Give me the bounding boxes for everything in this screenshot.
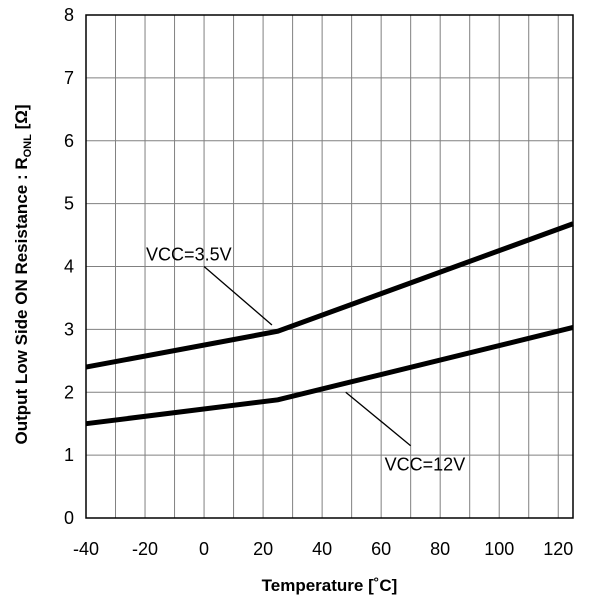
y-tick-label: 4 [64,257,74,277]
x-axis-title: Temperature [˚C] [262,576,398,595]
annotations: VCC=3.5V VCC=12V [146,245,465,475]
y-axis-title: Output Low Side ON Resistance : RONL [Ω] [12,104,34,444]
annotation-label-2: VCC=12V [385,455,466,475]
series-line-2 [85,325,574,427]
y-tick-label: 6 [64,131,74,151]
x-tick-label: 80 [430,539,450,559]
series-lines [85,221,574,427]
x-tick-label: 120 [543,539,573,559]
annotation-leader-1 [203,266,273,326]
x-tick-labels: -40 -20 0 20 40 60 80 100 120 [73,539,573,559]
x-tick-label: -20 [132,539,158,559]
annotation-label-1: VCC=3.5V [146,245,232,265]
x-tick-label: 60 [371,539,391,559]
plot-frame [85,14,574,519]
y-tick-label: 2 [64,382,74,402]
x-tick-label: 20 [253,539,273,559]
y-axis-title-unit: [Ω] [12,104,31,134]
y-tick-label: 8 [64,5,74,25]
x-tick-label: -40 [73,539,99,559]
y-axis-title-subscript: ONL [22,134,34,158]
y-tick-labels: 0 1 2 3 4 5 6 7 8 [64,5,74,528]
y-tick-label: 5 [64,194,74,214]
grid [86,15,573,518]
y-tick-label: 3 [64,319,74,339]
series-line-1 [85,221,574,370]
x-tick-label: 100 [484,539,514,559]
y-axis-title-main: Output Low Side ON Resistance : R [12,157,31,444]
x-tick-label: 40 [312,539,332,559]
annotation-leader-2 [345,391,412,447]
y-tick-label: 7 [64,68,74,88]
y-tick-label: 1 [64,445,74,465]
x-tick-label: 0 [199,539,209,559]
y-tick-label: 0 [64,508,74,528]
